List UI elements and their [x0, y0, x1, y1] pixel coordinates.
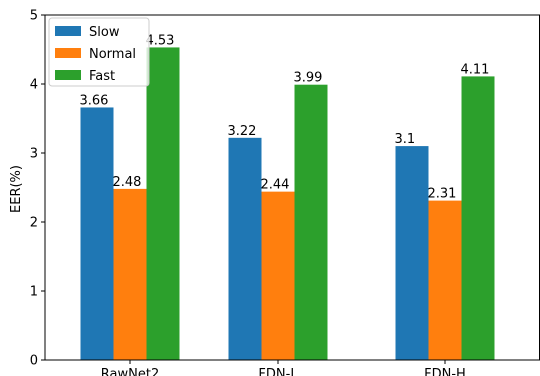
data-label-fast-rawnet2: 4.53 — [146, 33, 175, 48]
bar-fast-fdn-l — [294, 84, 328, 360]
legend-label-normal: Normal — [89, 47, 136, 62]
x-tick-label: FDN-L — [258, 367, 298, 376]
bar-normal-fdn-l — [261, 191, 295, 360]
bars-group — [80, 47, 495, 361]
y-tick-label: 1 — [30, 285, 38, 300]
legend-swatch-fast — [55, 70, 81, 80]
bar-fast-rawnet2 — [146, 47, 180, 361]
y-tick-label: 4 — [30, 78, 38, 93]
legend: Slow Normal Fast — [48, 17, 150, 87]
x-tick-label: FDN-H — [424, 367, 466, 376]
data-label-slow-rawnet2: 3.66 — [80, 93, 109, 108]
data-label-normal-fdn-l: 2.44 — [261, 178, 290, 193]
legend-label-fast: Fast — [89, 69, 115, 84]
data-label-normal-rawnet2: 2.48 — [113, 175, 142, 190]
legend-label-slow: Slow — [89, 25, 120, 40]
data-label-fast-fdn-h: 4.11 — [461, 62, 490, 77]
y-tick-label: 0 — [30, 354, 38, 369]
data-labels-group: 3.66 3.22 3.1 2.48 2.44 2.31 4.53 3.99 4.11 — [80, 33, 490, 201]
y-tick-label: 3 — [30, 147, 38, 162]
bar-normal-rawnet2 — [113, 188, 147, 360]
x-ticks-group: RawNet2 FDN-L FDN-H — [101, 360, 466, 376]
data-label-fast-fdn-l: 3.99 — [294, 71, 323, 86]
bar-slow-fdn-h — [395, 146, 429, 360]
legend-swatch-slow — [55, 26, 81, 36]
legend-swatch-normal — [55, 48, 81, 58]
data-label-normal-fdn-h: 2.31 — [428, 187, 457, 202]
bar-slow-rawnet2 — [80, 107, 114, 361]
y-tick-label: 2 — [30, 216, 38, 231]
bar-slow-fdn-l — [228, 137, 262, 360]
y-tick-label: 5 — [30, 9, 38, 24]
y-ticks-group: 0 1 2 3 4 5 — [30, 9, 45, 369]
bar-fast-fdn-h — [461, 76, 495, 360]
bar-normal-fdn-h — [428, 200, 462, 360]
y-axis-title: EER(%) — [9, 165, 24, 213]
data-label-slow-fdn-l: 3.22 — [228, 124, 257, 139]
x-tick-label: RawNet2 — [101, 367, 159, 376]
data-label-slow-fdn-h: 3.1 — [395, 132, 416, 147]
